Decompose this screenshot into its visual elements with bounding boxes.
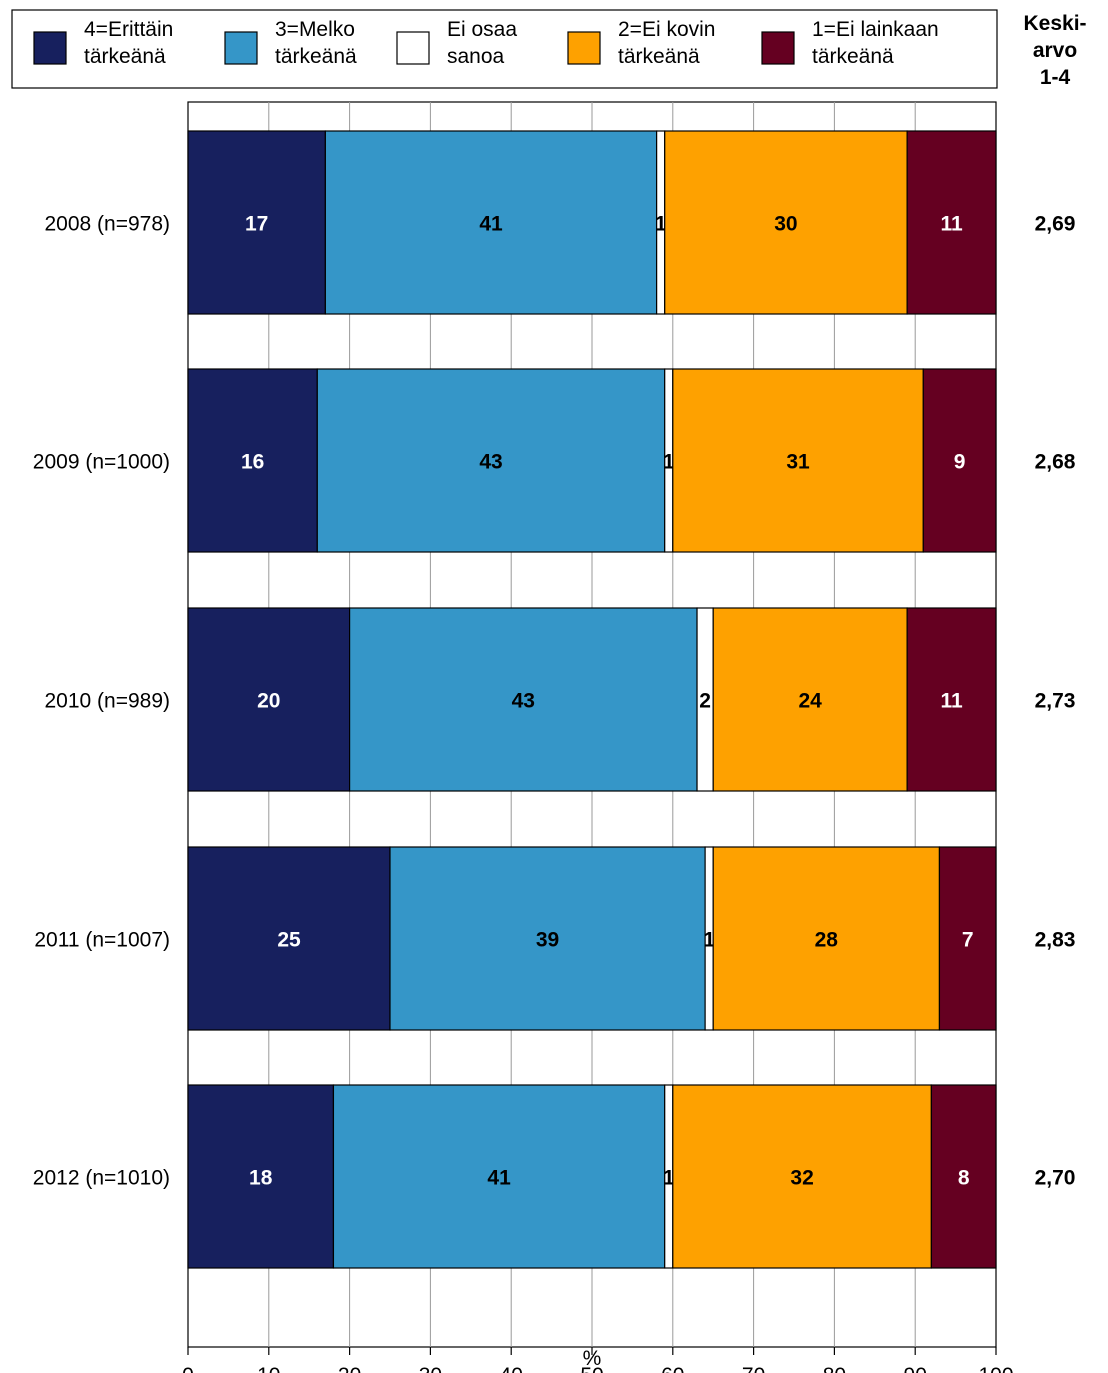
legend-swatch <box>761 31 795 65</box>
data-label: 43 <box>479 451 502 474</box>
bar-segment <box>672 1084 932 1269</box>
x-tick-label: 30 <box>419 1364 442 1373</box>
data-label: 18 <box>249 1167 273 1190</box>
mean-value: 2,73 <box>1035 690 1076 713</box>
data-label: 1 <box>663 1167 675 1190</box>
data-label: 20 <box>257 690 280 713</box>
x-tick-label: 20 <box>338 1364 361 1373</box>
x-tick-label: 10 <box>257 1364 280 1373</box>
mean-value: 2,69 <box>1035 213 1076 236</box>
data-label: 1 <box>703 929 715 952</box>
legend-label: 2=Ei kovin tärkeänä <box>618 18 715 68</box>
bar-segment <box>712 846 941 1031</box>
legend-swatch <box>396 31 430 65</box>
mean-header-line: 1-4 <box>1040 66 1071 89</box>
data-label: 16 <box>241 451 264 474</box>
category-label: 2010 (n=989) <box>44 690 170 713</box>
legend-label-line: tärkeänä <box>618 45 700 68</box>
legend-label-line: 2=Ei kovin <box>618 18 715 41</box>
legend-label-line: 3=Melko <box>275 18 355 41</box>
data-label: 30 <box>774 213 797 236</box>
mean-header-line: arvo <box>1033 39 1077 62</box>
x-tick-label: 80 <box>823 1364 846 1373</box>
data-label: 41 <box>487 1167 511 1190</box>
data-label: 24 <box>798 690 822 713</box>
legend-label: 3=Melko tärkeänä <box>275 18 357 68</box>
data-label: 31 <box>786 451 810 474</box>
bar-segment <box>187 368 318 553</box>
bar-segment <box>332 1084 666 1269</box>
category-label: 2012 (n=1010) <box>33 1167 170 1190</box>
x-tick-label: 100 <box>978 1364 1013 1373</box>
mean-column: 2,69 2,68 2,73 2,83 2,70 Keski-arvo 1-4 <box>1023 12 1086 1190</box>
legend-label-line: 1=Ei lainkaan <box>812 18 939 41</box>
data-label: 28 <box>815 929 839 952</box>
x-tick-label: 90 <box>904 1364 927 1373</box>
bar-segment <box>906 607 997 792</box>
x-axis: 0 10 20 30 40 50 60 70 80 90 100% <box>182 1347 1014 1373</box>
mean-value: 2,70 <box>1035 1167 1076 1190</box>
bar-segment <box>316 368 666 553</box>
mean-header: Keski-arvo 1-4 <box>1023 12 1086 89</box>
data-label: 2 <box>699 690 711 713</box>
legend: 4=Erittäin tärkeänä 3=Melko tärkeänä Ei osaa… <box>11 9 998 89</box>
bars: 17 41 1 30 11 16 43 1 31 9 20 43 2 24 11 25 39 1 28 7 18 41 1 3… <box>187 130 997 1269</box>
legend-label-line: tärkeänä <box>275 45 357 68</box>
legend-box <box>11 9 998 89</box>
data-label: 8 <box>958 1167 970 1190</box>
legend-label: Ei osaa sanoa <box>447 18 517 68</box>
bar-segment <box>672 368 924 553</box>
x-tick-label: 70 <box>742 1364 765 1373</box>
mean-value: 2,83 <box>1035 929 1076 952</box>
data-label: 32 <box>790 1167 813 1190</box>
data-label: 11 <box>940 690 963 713</box>
data-label: 9 <box>954 451 966 474</box>
bar-segment <box>938 846 997 1031</box>
bar-segment <box>922 368 997 553</box>
x-tick-label: 50 <box>580 1364 603 1373</box>
data-label: 7 <box>962 929 974 952</box>
bar-segment <box>349 607 698 792</box>
x-tick-label: 0 <box>182 1364 194 1373</box>
legend-label-line: 4=Erittäin <box>84 18 173 41</box>
legend-swatch <box>224 31 258 65</box>
mean-value: 2,68 <box>1035 451 1076 474</box>
bar-segment <box>712 607 908 792</box>
legend-swatch <box>567 31 601 65</box>
category-label: 2009 (n=1000) <box>33 451 170 474</box>
x-tick-label: 60 <box>661 1364 684 1373</box>
data-label: 25 <box>277 929 301 952</box>
legend-label-line: Ei osaa <box>447 18 517 41</box>
data-label: 1 <box>655 213 667 236</box>
legend-label-line: sanoa <box>447 45 505 68</box>
bar-segment <box>187 607 351 792</box>
data-label: 41 <box>479 213 503 236</box>
category-label: 2008 (n=978) <box>44 213 170 236</box>
bar-segment <box>187 130 326 315</box>
legend-label-line: tärkeänä <box>84 45 166 68</box>
legend-label-line: tärkeänä <box>812 45 894 68</box>
category-labels: 2008 (n=978) 2009 (n=1000) 2010 (n=989) 201… <box>33 213 170 1190</box>
x-axis-title: % <box>583 1347 602 1370</box>
data-label: 1 <box>663 451 675 474</box>
data-label: 11 <box>940 213 963 236</box>
bar-segment <box>324 130 658 315</box>
data-label: 17 <box>245 213 268 236</box>
bar-segment <box>187 1084 335 1269</box>
legend-label: 4=Erittäin tärkeänä <box>84 18 173 68</box>
bar-segment <box>187 846 391 1031</box>
legend-label: 1=Ei lainkaan tärkeänä <box>812 18 939 68</box>
legend-swatch <box>33 31 67 65</box>
mean-header-line: Keski- <box>1023 12 1086 35</box>
data-label: 43 <box>512 690 535 713</box>
bar-segment <box>930 1084 997 1269</box>
x-tick-label: 40 <box>500 1364 523 1373</box>
bar-segment <box>389 846 706 1031</box>
category-label: 2011 (n=1007) <box>34 929 170 952</box>
bar-segment <box>906 130 997 315</box>
data-label: 39 <box>536 929 559 952</box>
